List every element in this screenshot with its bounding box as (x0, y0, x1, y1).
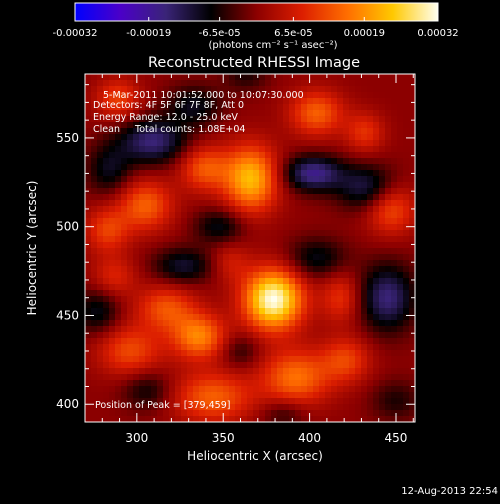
heatmap-canvas (85, 74, 415, 422)
colorbar: -0.00032 -0.00019 -6.5e-05 6.5e-05 0.00019 0.… (53, 2, 459, 51)
footer-timestamp: 12-Aug-2013 22:54 (401, 486, 498, 497)
annotation-detectors: Detectors: 4F 5F 6F 7F 8F, Att 0 (93, 100, 244, 111)
x-axis-label: Heliocentric X (arcsec) (187, 449, 323, 463)
annotation-peak-position: Position of Peak = [379,459] (95, 400, 230, 411)
annotations: 5-Mar-2011 10:01:52.000 to 10:07:30.000 … (93, 90, 304, 411)
colorbar-tick-label-1: -0.00019 (126, 28, 171, 39)
annotation-energy-range: Energy Range: 12.0 - 25.0 keV (93, 112, 238, 123)
chart-title: Reconstructed RHESSI Image (148, 55, 360, 71)
colorbar-tick-label-3: 6.5e-05 (274, 28, 312, 39)
colorbar-tick-label-2: -6.5e-05 (199, 28, 241, 39)
colorbar-ticks: -0.00032 -0.00019 -6.5e-05 6.5e-05 0.00019 0.… (53, 17, 459, 39)
colorbar-unit-label: (photons cm⁻² s⁻¹ asec⁻²) (208, 40, 337, 51)
colorbar-tick-label-5: 0.00032 (417, 28, 458, 39)
y-axis-label: Heliocentric Y (arcsec) (25, 181, 39, 316)
x-tick-label-450: 450 (385, 431, 408, 445)
colorbar-tick-label-4: 0.00019 (344, 28, 385, 39)
colorbar-tick-label-0: -0.00032 (53, 28, 98, 39)
plot-frame (84, 73, 416, 423)
y-tick-label-550: 550 (56, 131, 79, 145)
y-tick-label-450: 450 (56, 308, 79, 322)
colorbar-gradient (74, 2, 439, 22)
axes: 300 350 400 450 400 450 500 550 (56, 74, 415, 445)
annotation-counts: Clean Total counts: 1.08E+04 (93, 124, 245, 135)
annotation-time-range: 5-Mar-2011 10:01:52.000 to 10:07:30.000 (103, 90, 304, 101)
x-tick-label-300: 300 (125, 431, 148, 445)
y-tick-label-400: 400 (56, 397, 79, 411)
y-tick-label-500: 500 (56, 220, 79, 234)
x-tick-label-350: 350 (212, 431, 235, 445)
heatmap (84, 73, 416, 423)
x-tick-label-400: 400 (298, 431, 321, 445)
